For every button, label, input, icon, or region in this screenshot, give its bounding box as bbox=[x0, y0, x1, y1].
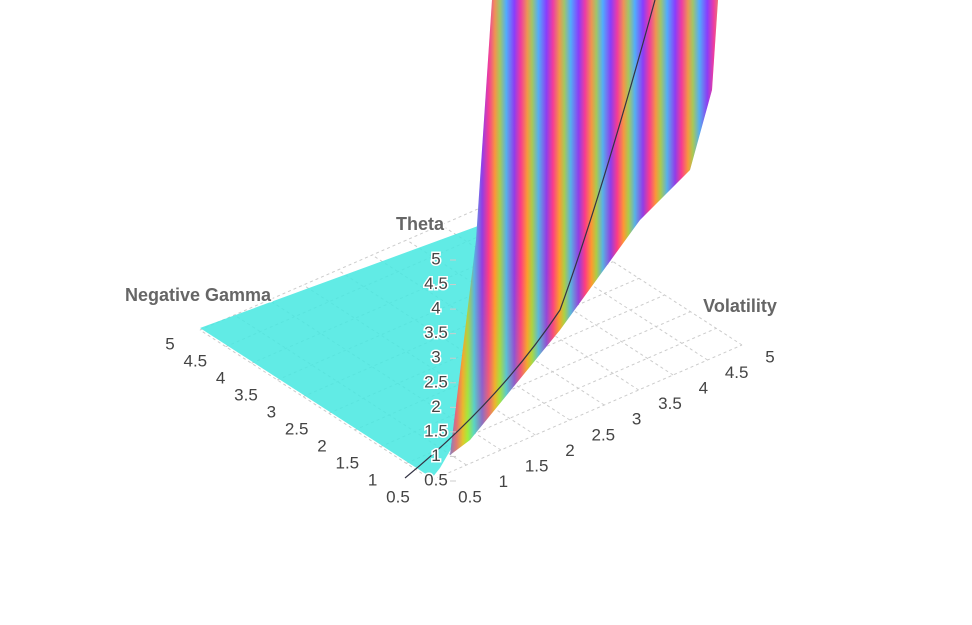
x-axis-title: Volatility bbox=[703, 296, 777, 316]
x-tick-label: 1 bbox=[499, 472, 508, 491]
z-tick-label: 1 bbox=[431, 446, 440, 465]
surface-shade bbox=[450, 0, 718, 455]
y-tick-label: 3.5 bbox=[234, 385, 258, 404]
flat-surface bbox=[200, 226, 478, 478]
x-tick-label: 0.5 bbox=[458, 487, 482, 506]
grid-line bbox=[431, 344, 743, 481]
z-tick-label: 2.5 bbox=[424, 372, 448, 391]
z-tick-label: 0.5 bbox=[424, 470, 448, 489]
z-tick-label: 3 bbox=[431, 348, 440, 367]
z-tick-label: 3.5 bbox=[424, 323, 448, 342]
y-tick-label: 2 bbox=[317, 436, 326, 455]
y-tick-label: 4 bbox=[216, 368, 225, 387]
grid-line bbox=[199, 329, 433, 481]
z-tick-label: 4 bbox=[431, 299, 440, 318]
x-tick-label: 5 bbox=[765, 347, 774, 366]
x-tick-label: 2 bbox=[565, 441, 574, 460]
x-tick-label: 1.5 bbox=[525, 456, 549, 475]
z-tick-label: 2 bbox=[431, 397, 440, 416]
x-tick-label: 3 bbox=[632, 410, 641, 429]
y-tick-label: 4.5 bbox=[184, 351, 208, 370]
y-axis-title: Negative Gamma bbox=[125, 285, 272, 305]
z-axis-title: Theta bbox=[396, 214, 445, 234]
x-tick-label: 3.5 bbox=[658, 394, 682, 413]
contour-line bbox=[404, 0, 656, 479]
z-tick-label: 4.5 bbox=[424, 274, 448, 293]
y-tick-label: 2.5 bbox=[285, 419, 309, 438]
y-tick-label: 1 bbox=[368, 470, 377, 489]
z-tick-label: 5 bbox=[431, 249, 440, 268]
grid-line bbox=[199, 194, 511, 331]
y-tick-label: 0.5 bbox=[386, 487, 410, 506]
x-tick-label: 4.5 bbox=[725, 363, 749, 382]
y-tick-label: 3 bbox=[267, 402, 276, 421]
y-tick-label: 5 bbox=[165, 334, 174, 353]
x-tick-label: 2.5 bbox=[592, 425, 616, 444]
y-tick-label: 1.5 bbox=[336, 453, 360, 472]
x-tick-label: 4 bbox=[699, 379, 708, 398]
z-tick-label: 1.5 bbox=[424, 421, 448, 440]
